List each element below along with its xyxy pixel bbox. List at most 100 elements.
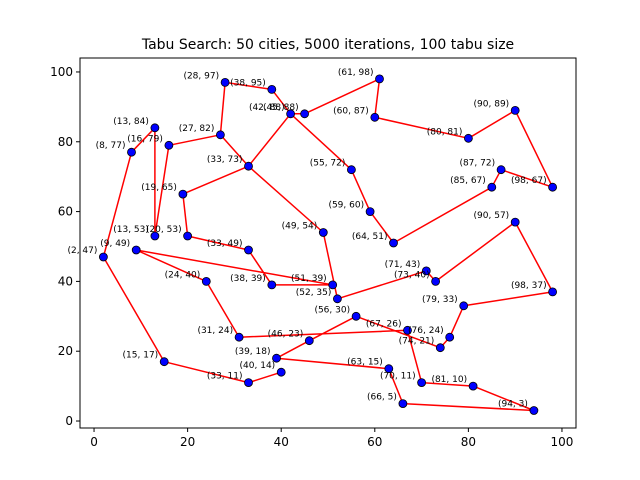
city-point bbox=[510, 106, 520, 115]
city-point bbox=[150, 123, 160, 133]
city-labels: (2, 47) (8, 77) (9, 49) (13, 53) (13, 84) (15… bbox=[67, 68, 546, 410]
city-label: (38, 39) bbox=[230, 274, 266, 284]
city-point bbox=[244, 378, 253, 388]
city-label: (46, 23) bbox=[268, 330, 304, 340]
city-label: (76, 24) bbox=[408, 326, 444, 336]
city-label: (79, 33) bbox=[422, 295, 458, 305]
city-label: (39, 18) bbox=[235, 347, 271, 357]
city-point bbox=[215, 130, 225, 140]
city-label: (45, 88) bbox=[263, 103, 299, 113]
city-label: (42, 88) bbox=[249, 103, 285, 113]
city-label: (98, 37) bbox=[511, 281, 547, 291]
city-point bbox=[272, 353, 281, 363]
city-label: (2, 47) bbox=[67, 246, 97, 256]
city-label: (16, 79) bbox=[127, 134, 163, 144]
city-label: (33, 73) bbox=[207, 155, 243, 165]
city-point bbox=[267, 85, 277, 94]
city-label: (71, 43) bbox=[385, 260, 421, 270]
city-label: (74, 21) bbox=[399, 337, 435, 347]
city-point bbox=[375, 74, 384, 84]
plot-frame bbox=[79, 57, 577, 429]
city-point bbox=[510, 217, 520, 227]
city-point bbox=[286, 109, 296, 119]
city-point bbox=[548, 287, 557, 297]
city-label: (49, 54) bbox=[282, 222, 318, 232]
city-label: (94, 3) bbox=[498, 400, 528, 410]
city-label: (63, 15) bbox=[347, 358, 383, 368]
city-point bbox=[496, 165, 506, 175]
x-tick-label: 80 bbox=[461, 435, 476, 449]
city-point bbox=[445, 332, 455, 342]
city-point bbox=[384, 364, 394, 374]
city-point bbox=[332, 294, 342, 304]
city-label: (55, 72) bbox=[310, 159, 346, 169]
city-label: (81, 10) bbox=[431, 375, 467, 385]
city-points bbox=[99, 74, 557, 415]
city-point bbox=[548, 182, 557, 192]
plot-area bbox=[80, 58, 576, 428]
city-point bbox=[403, 325, 412, 335]
city-point bbox=[328, 280, 338, 290]
city-label: (87, 72) bbox=[459, 159, 495, 169]
y-tick-label: 40 bbox=[58, 274, 73, 288]
y-tick-label: 0 bbox=[65, 414, 73, 428]
city-label: (59, 60) bbox=[328, 201, 364, 211]
city-label: (73, 40) bbox=[394, 270, 430, 280]
city-label: (27, 82) bbox=[179, 124, 215, 134]
x-tick-label: 20 bbox=[180, 435, 195, 449]
city-label: (19, 65) bbox=[141, 183, 177, 193]
city-point bbox=[300, 109, 310, 119]
city-point bbox=[529, 406, 539, 415]
city-label: (33, 49) bbox=[207, 239, 243, 249]
city-point bbox=[487, 182, 497, 192]
city-point bbox=[99, 252, 108, 262]
city-point bbox=[346, 165, 356, 175]
city-point bbox=[459, 301, 469, 311]
city-label: (67, 26) bbox=[366, 319, 402, 329]
city-label: (80, 81) bbox=[427, 127, 463, 137]
city-label: (61, 98) bbox=[338, 68, 374, 78]
city-label: (56, 30) bbox=[314, 305, 350, 315]
city-point bbox=[463, 133, 473, 143]
city-label: (60, 87) bbox=[333, 106, 369, 116]
city-label: (66, 5) bbox=[367, 393, 397, 403]
x-tick-label: 40 bbox=[274, 435, 289, 449]
x-tick-label: 0 bbox=[90, 435, 98, 449]
city-label: (90, 57) bbox=[474, 211, 510, 221]
city-label: (70, 11) bbox=[380, 372, 416, 382]
city-point bbox=[201, 276, 211, 286]
y-tick-label: 100 bbox=[50, 65, 73, 79]
y-tick-label: 60 bbox=[58, 205, 73, 219]
y-tick-label: 20 bbox=[58, 344, 73, 358]
city-point bbox=[159, 357, 169, 367]
city-point bbox=[244, 161, 253, 171]
city-label: (38, 95) bbox=[230, 78, 266, 88]
tour-route bbox=[102, 78, 554, 412]
city-label: (31, 24) bbox=[197, 326, 233, 336]
city-label: (98, 67) bbox=[511, 176, 547, 186]
city-label: (13, 84) bbox=[113, 117, 149, 127]
route-layer bbox=[102, 78, 554, 412]
city-label: (51, 39) bbox=[291, 274, 327, 284]
city-point bbox=[164, 140, 174, 150]
city-point bbox=[183, 231, 193, 241]
city-point bbox=[421, 266, 431, 276]
city-label: (20, 53) bbox=[146, 225, 182, 235]
city-point bbox=[435, 343, 445, 353]
city-label: (24, 40) bbox=[165, 270, 201, 280]
city-label: (13, 53) bbox=[113, 225, 149, 235]
city-point bbox=[267, 280, 277, 290]
city-point bbox=[244, 245, 253, 255]
city-point bbox=[234, 332, 244, 342]
city-label: (33, 11) bbox=[207, 372, 243, 382]
city-point bbox=[417, 378, 427, 388]
city-point bbox=[150, 231, 160, 241]
city-point bbox=[276, 367, 286, 377]
city-point bbox=[365, 207, 375, 217]
chart-title: Tabu Search: 50 cities, 5000 iterations,… bbox=[141, 37, 514, 53]
city-point bbox=[127, 147, 136, 157]
city-point bbox=[468, 381, 478, 391]
city-point bbox=[220, 78, 230, 87]
city-point bbox=[431, 276, 441, 286]
x-tick-label: 60 bbox=[367, 435, 382, 449]
